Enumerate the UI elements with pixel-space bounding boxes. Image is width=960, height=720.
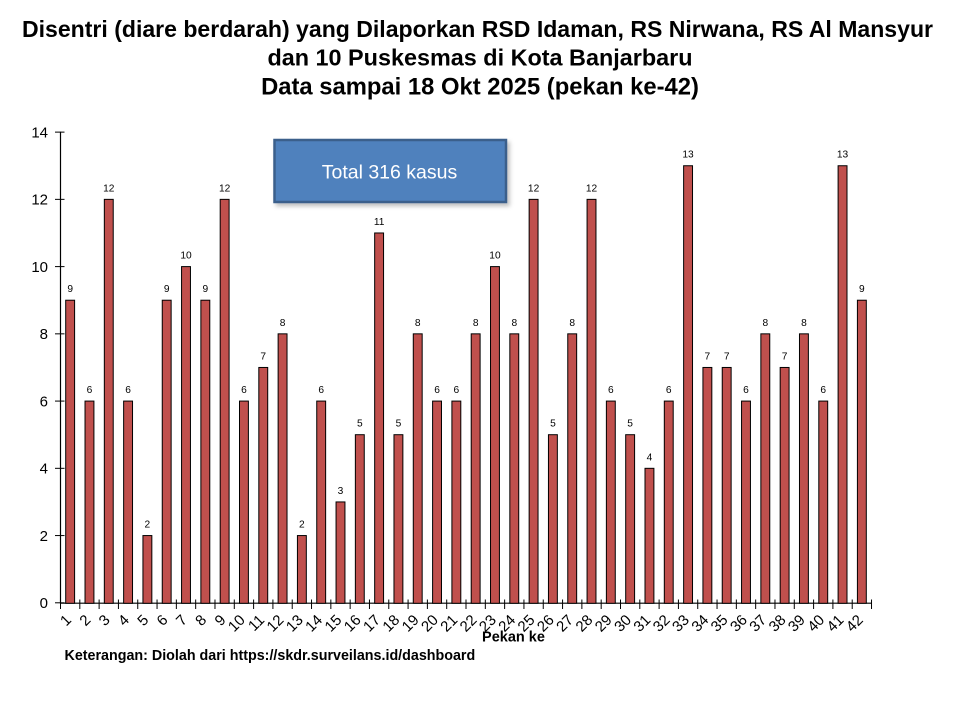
svg-text:9: 9	[67, 284, 73, 295]
svg-text:8: 8	[801, 318, 807, 329]
svg-text:6: 6	[434, 385, 440, 396]
svg-text:6: 6	[125, 385, 131, 396]
svg-text:2: 2	[145, 520, 151, 531]
svg-text:13: 13	[682, 150, 694, 161]
svg-text:Keterangan: Diolah dari https:: Keterangan: Diolah dari https://skdr.sur…	[65, 648, 476, 664]
svg-text:7: 7	[724, 351, 730, 362]
svg-text:6: 6	[87, 385, 93, 396]
svg-text:7: 7	[260, 351, 266, 362]
svg-text:Disentri (diare berdarah) yang: Disentri (diare berdarah) yang Dilaporka…	[22, 16, 933, 42]
svg-text:12: 12	[219, 183, 231, 194]
svg-text:6: 6	[454, 385, 460, 396]
svg-text:12: 12	[528, 183, 540, 194]
svg-text:12: 12	[31, 192, 48, 209]
svg-text:5: 5	[627, 419, 633, 430]
svg-text:Data sampai 18 Okt 2025 (pekan: Data sampai 18 Okt 2025 (pekan ke-42)	[261, 74, 699, 101]
svg-text:3: 3	[338, 486, 344, 497]
svg-text:6: 6	[666, 385, 672, 396]
svg-text:12: 12	[103, 183, 115, 194]
svg-text:Pekan ke: Pekan ke	[482, 630, 545, 646]
svg-text:10: 10	[489, 251, 501, 262]
svg-text:9: 9	[202, 284, 208, 295]
svg-text:8: 8	[762, 318, 768, 329]
svg-text:8: 8	[415, 318, 421, 329]
svg-text:2: 2	[40, 528, 48, 545]
svg-text:8: 8	[569, 318, 575, 329]
svg-text:6: 6	[820, 385, 826, 396]
svg-text:5: 5	[550, 419, 556, 430]
svg-text:10: 10	[31, 259, 48, 276]
svg-text:Total 316 kasus: Total 316 kasus	[322, 162, 458, 184]
svg-text:5: 5	[357, 419, 363, 430]
svg-text:12: 12	[586, 183, 598, 194]
svg-text:2: 2	[299, 520, 305, 531]
svg-text:4: 4	[647, 452, 653, 463]
svg-text:dan 10 Puskesmas di Kota Banja: dan 10 Puskesmas di Kota Banjarbaru	[267, 45, 692, 71]
svg-text:6: 6	[608, 385, 614, 396]
svg-text:8: 8	[40, 326, 48, 343]
svg-text:10: 10	[180, 251, 192, 262]
svg-text:11: 11	[374, 217, 385, 228]
svg-text:5: 5	[396, 419, 402, 430]
svg-text:6: 6	[743, 385, 749, 396]
svg-text:4: 4	[40, 461, 48, 478]
svg-text:7: 7	[782, 351, 788, 362]
svg-text:9: 9	[164, 284, 170, 295]
svg-text:9: 9	[859, 284, 865, 295]
svg-text:6: 6	[318, 385, 324, 396]
svg-text:14: 14	[31, 124, 48, 141]
svg-text:8: 8	[473, 318, 479, 329]
svg-text:0: 0	[40, 595, 48, 612]
svg-text:6: 6	[40, 393, 48, 410]
svg-text:13: 13	[837, 150, 849, 161]
svg-text:6: 6	[241, 385, 247, 396]
svg-text:7: 7	[705, 351, 711, 362]
svg-text:8: 8	[511, 318, 517, 329]
svg-text:8: 8	[280, 318, 286, 329]
